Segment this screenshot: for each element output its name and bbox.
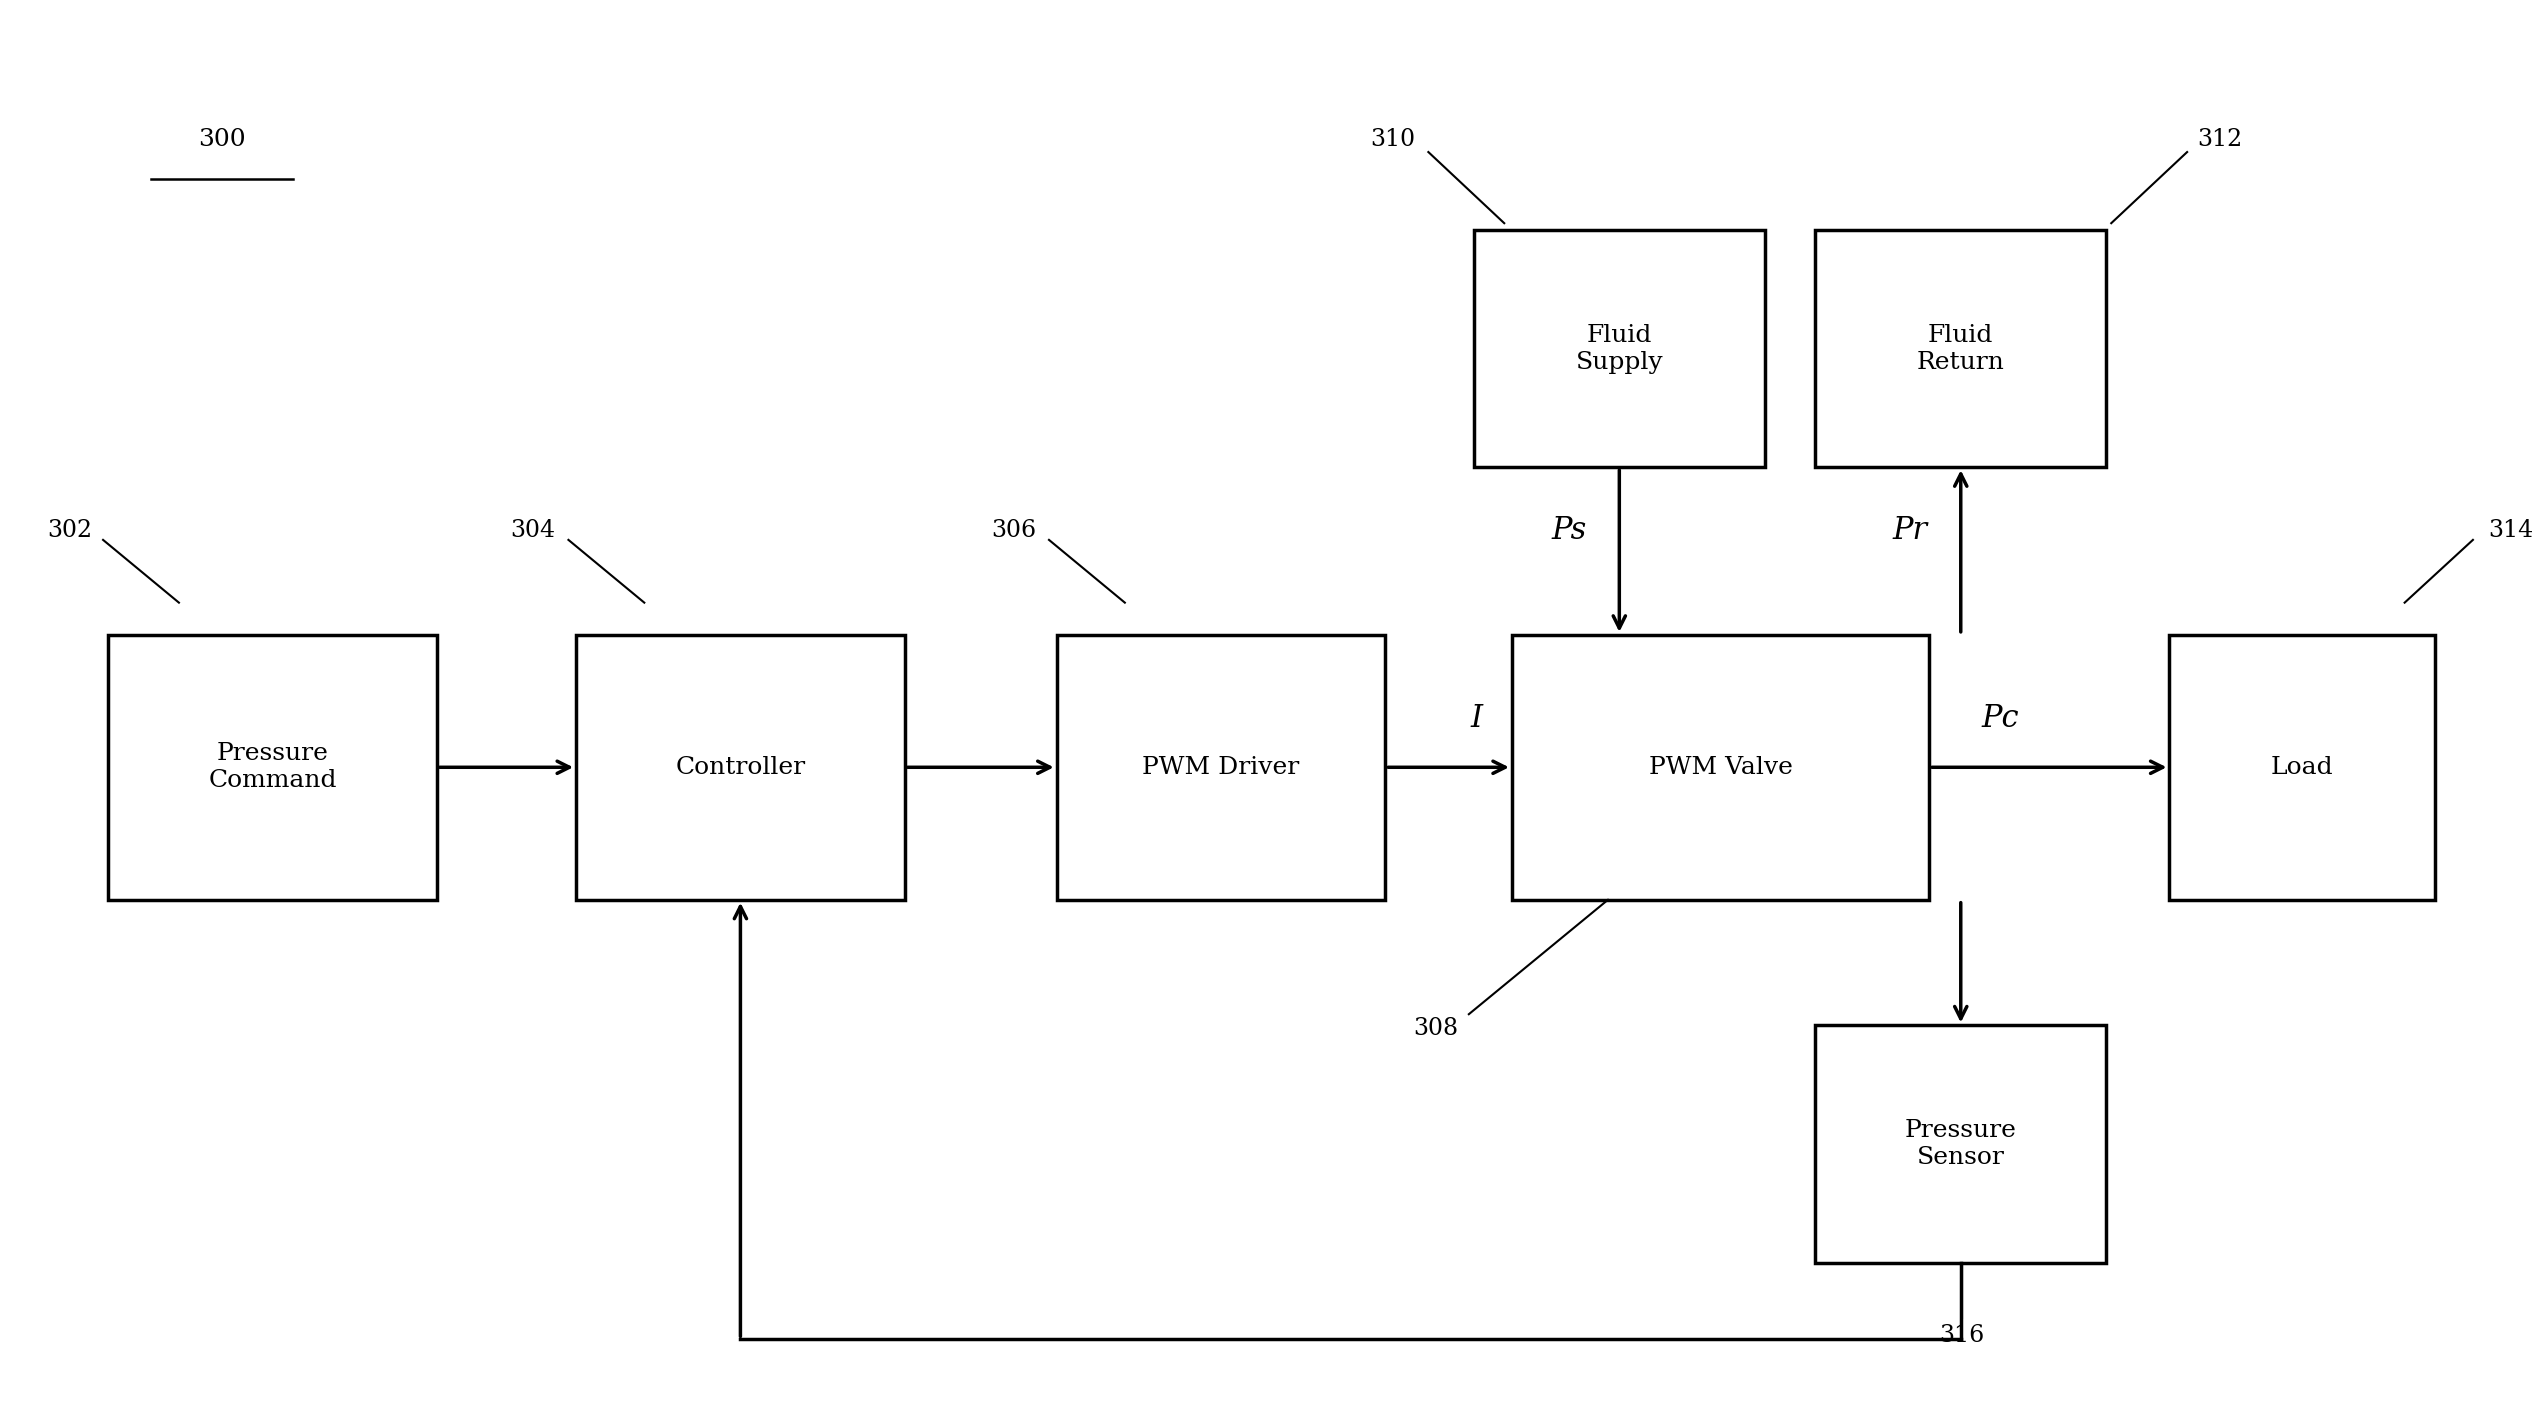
- Bar: [107, 634, 438, 900]
- Text: 302: 302: [48, 519, 92, 541]
- Text: Fluid
Return: Fluid Return: [1917, 324, 2004, 373]
- Text: 314: 314: [2487, 519, 2533, 541]
- Text: Controller: Controller: [675, 755, 805, 779]
- Text: Load: Load: [2271, 755, 2335, 779]
- Bar: [1815, 230, 2106, 468]
- Text: I: I: [1472, 703, 1482, 734]
- Text: Pressure
Sensor: Pressure Sensor: [1904, 1119, 2016, 1168]
- Text: PWM Driver: PWM Driver: [1143, 755, 1298, 779]
- Text: 312: 312: [2197, 128, 2243, 151]
- Text: PWM Valve: PWM Valve: [1650, 755, 1792, 779]
- Bar: [1057, 634, 1385, 900]
- Text: Ps: Ps: [1551, 514, 1586, 545]
- Bar: [2169, 634, 2434, 900]
- Bar: [1474, 230, 1764, 468]
- Text: Pr: Pr: [1892, 514, 1927, 545]
- Bar: [1512, 634, 1930, 900]
- Text: 310: 310: [1370, 128, 1416, 151]
- Text: 300: 300: [199, 128, 247, 151]
- Text: 306: 306: [990, 519, 1036, 541]
- Text: 316: 316: [1940, 1323, 1986, 1347]
- Text: 308: 308: [1413, 1017, 1459, 1040]
- Bar: [575, 634, 904, 900]
- Text: 304: 304: [509, 519, 555, 541]
- Text: Fluid
Supply: Fluid Supply: [1576, 324, 1663, 373]
- Bar: [1815, 1026, 2106, 1262]
- Text: Pressure
Command: Pressure Command: [209, 743, 336, 792]
- Text: Pc: Pc: [1981, 703, 2019, 734]
